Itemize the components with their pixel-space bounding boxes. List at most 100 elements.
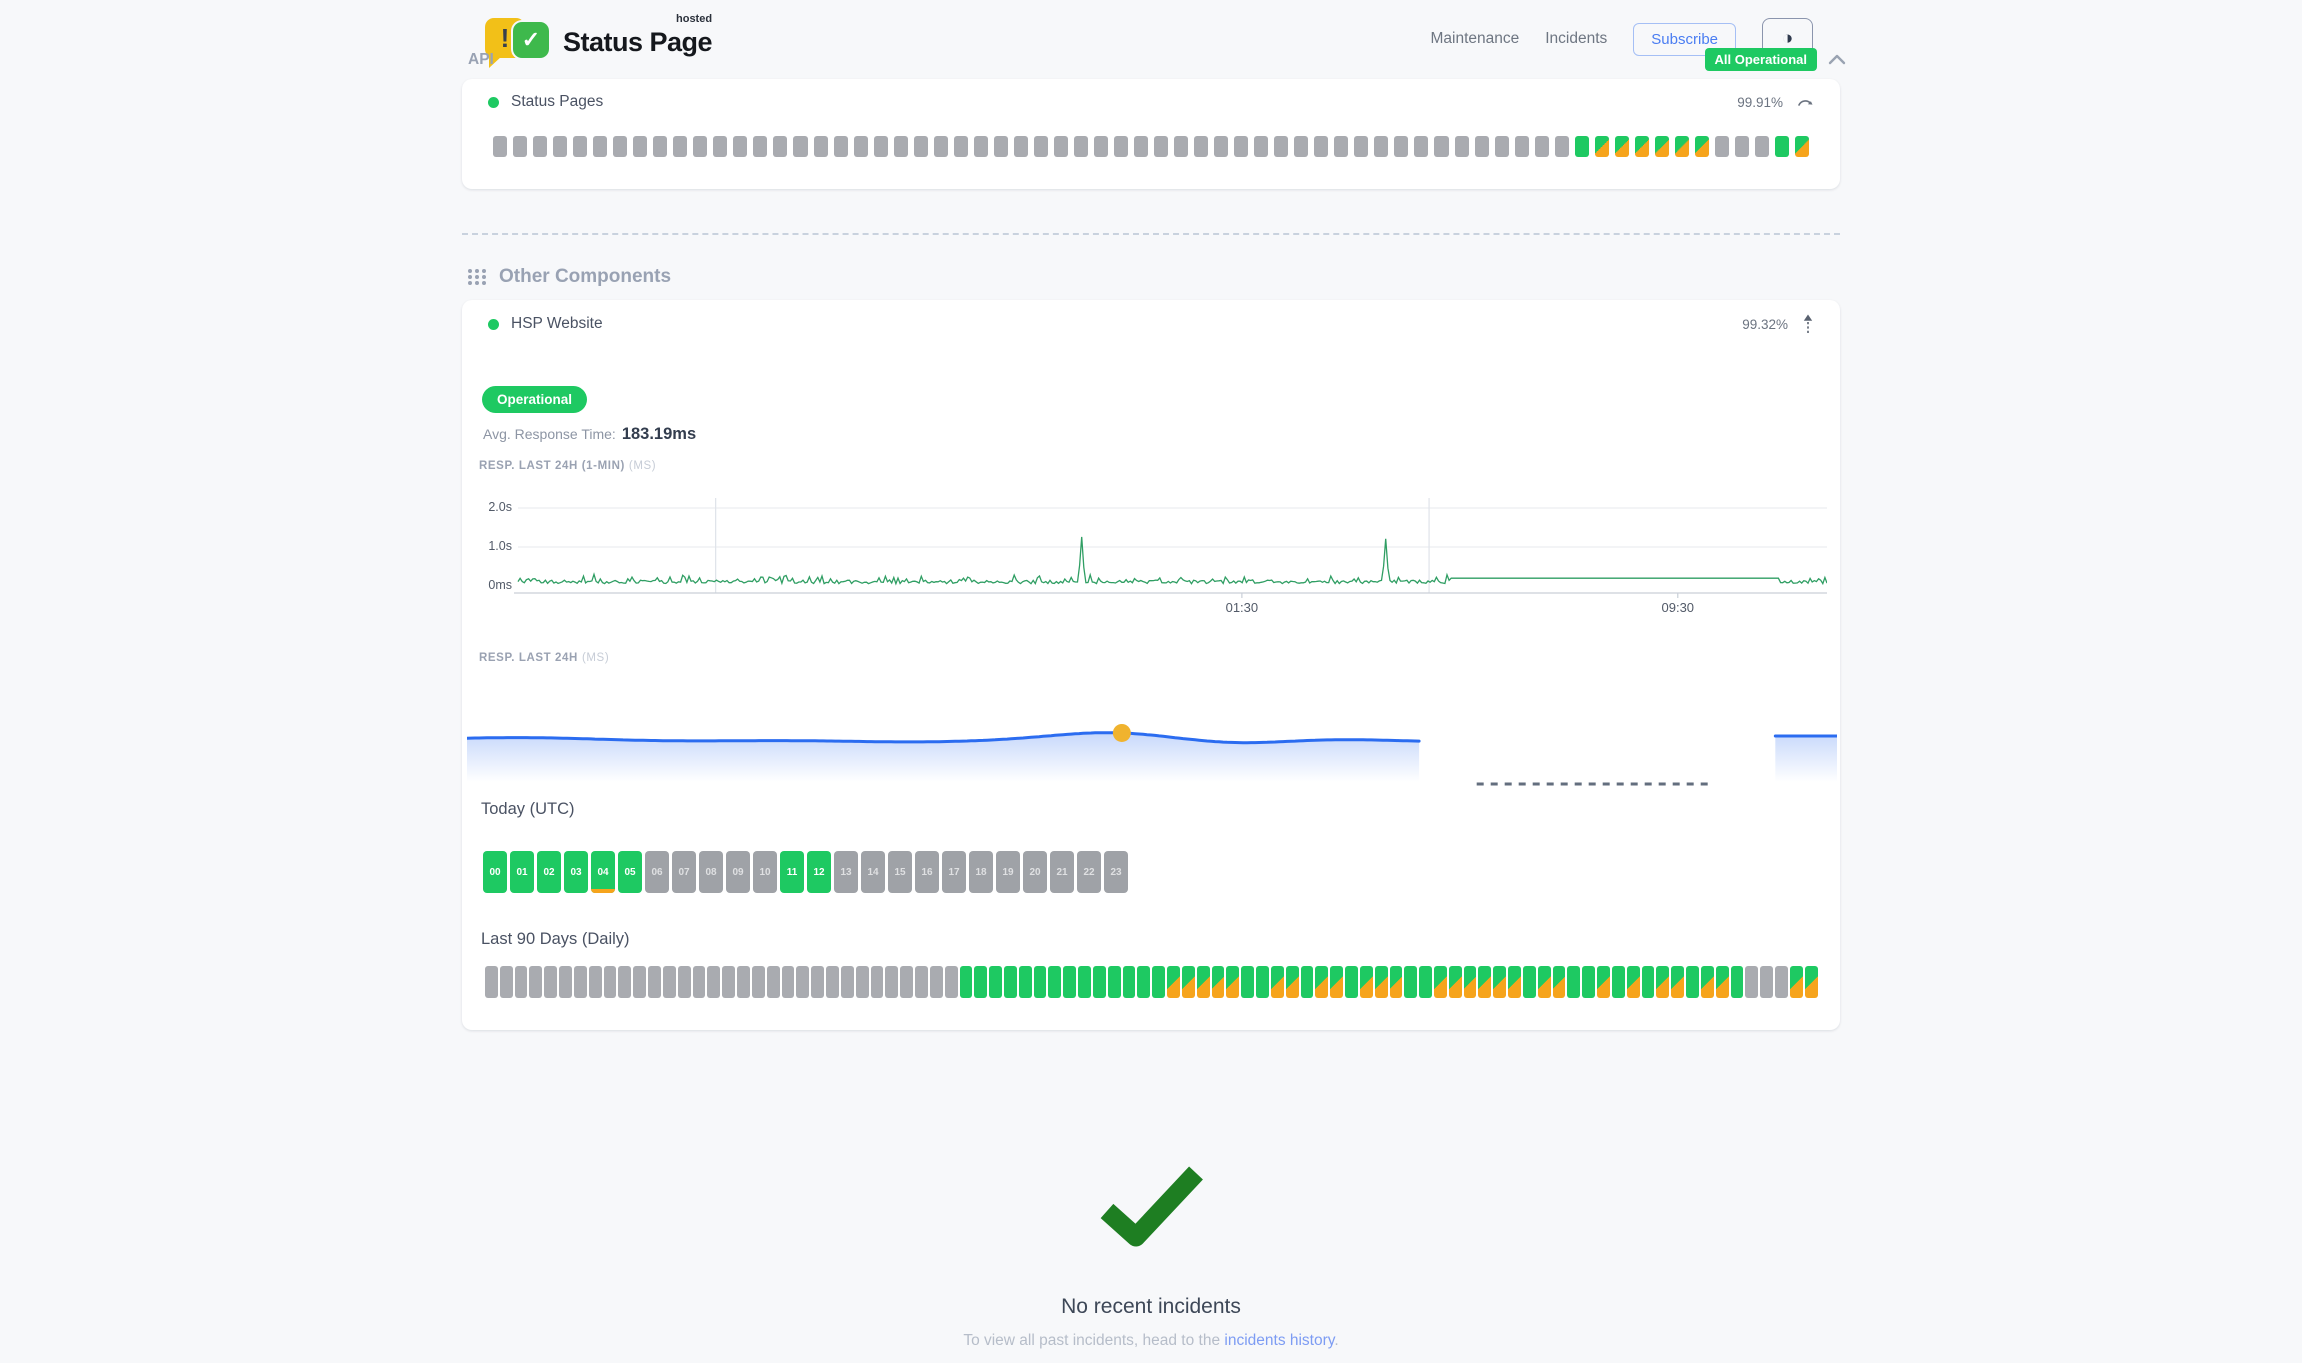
day-block[interactable]: [766, 966, 780, 998]
day-block[interactable]: [870, 966, 884, 998]
uptime-bar[interactable]: [1033, 136, 1048, 157]
hour-block[interactable]: 08: [699, 851, 723, 893]
uptime-bar[interactable]: [1454, 136, 1469, 157]
day-block[interactable]: [737, 966, 750, 998]
day-block[interactable]: [1686, 966, 1699, 998]
day-block[interactable]: [1715, 966, 1729, 998]
day-block[interactable]: [1285, 966, 1299, 998]
uptime-bar[interactable]: [753, 136, 768, 157]
uptime-bar[interactable]: [1734, 136, 1749, 157]
hour-block[interactable]: 21: [1050, 851, 1074, 893]
hour-block[interactable]: 18: [969, 851, 993, 893]
uptime-bar[interactable]: [1754, 136, 1769, 157]
nav-incidents[interactable]: Incidents: [1545, 30, 1608, 47]
day-block[interactable]: [1671, 966, 1685, 998]
uptime-bar[interactable]: [793, 136, 808, 157]
day-block[interactable]: [1345, 966, 1358, 998]
day-block[interactable]: [1122, 966, 1136, 998]
uptime-bar[interactable]: [513, 136, 528, 157]
uptime-bar[interactable]: [1554, 136, 1569, 157]
uptime-bar[interactable]: [653, 136, 668, 157]
uptime-bar[interactable]: [1013, 136, 1028, 157]
day-block[interactable]: [1522, 966, 1536, 998]
day-block[interactable]: [1478, 966, 1492, 998]
day-block[interactable]: [485, 966, 498, 998]
day-block[interactable]: [1315, 966, 1329, 998]
day-block[interactable]: [796, 966, 810, 998]
uptime-bar[interactable]: [1514, 136, 1529, 157]
hour-block[interactable]: 09: [726, 851, 750, 893]
day-block[interactable]: [915, 966, 928, 998]
uptime-bar[interactable]: [1113, 136, 1128, 157]
day-block[interactable]: [692, 966, 706, 998]
day-block[interactable]: [1167, 966, 1180, 998]
refresh-icon[interactable]: [1797, 96, 1814, 109]
uptime-bar[interactable]: [773, 136, 788, 157]
uptime-bar[interactable]: [593, 136, 608, 157]
day-block[interactable]: [885, 966, 899, 998]
uptime-bar[interactable]: [1694, 136, 1709, 157]
incidents-history-link[interactable]: incidents history: [1224, 1332, 1335, 1349]
response-time-area-chart[interactable]: [465, 696, 1839, 796]
hour-block[interactable]: 14: [861, 851, 885, 893]
uptime-bar[interactable]: [613, 136, 628, 157]
day-block[interactable]: [1270, 966, 1284, 998]
day-block[interactable]: [1641, 966, 1655, 998]
day-block[interactable]: [1448, 966, 1462, 998]
uptime-bar[interactable]: [1434, 136, 1449, 157]
day-block[interactable]: [1107, 966, 1121, 998]
day-block[interactable]: [900, 966, 914, 998]
uptime-bar[interactable]: [1674, 136, 1689, 157]
day-block[interactable]: [1092, 966, 1106, 998]
response-time-line-chart[interactable]: 0ms 1.0s 2.0s 01:30 09:30: [482, 496, 1827, 621]
hour-block[interactable]: 23: [1104, 851, 1128, 893]
uptime-bar[interactable]: [693, 136, 708, 157]
uptime-bar[interactable]: [1314, 136, 1329, 157]
hour-block[interactable]: 00: [483, 851, 507, 893]
uptime-bar[interactable]: [813, 136, 828, 157]
hour-block[interactable]: 02: [537, 851, 561, 893]
day-block[interactable]: [559, 966, 572, 998]
day-block[interactable]: [1003, 966, 1017, 998]
uptime-bar[interactable]: [573, 136, 588, 157]
uptime-bar[interactable]: [1334, 136, 1349, 157]
uptime-bar[interactable]: [1634, 136, 1649, 157]
hour-block[interactable]: 12: [807, 851, 831, 893]
day-block[interactable]: [1330, 966, 1344, 998]
uptime-bar[interactable]: [933, 136, 948, 157]
uptime-bar[interactable]: [1775, 136, 1790, 157]
uptime-bar[interactable]: [733, 136, 748, 157]
uptime-bar[interactable]: [833, 136, 848, 157]
day-block[interactable]: [1700, 966, 1714, 998]
day-block[interactable]: [529, 966, 543, 998]
uptime-bar[interactable]: [633, 136, 648, 157]
chevron-up-icon[interactable]: [1826, 52, 1848, 68]
day-block[interactable]: [1300, 966, 1314, 998]
uptime-bar[interactable]: [1274, 136, 1289, 157]
uptime-bar[interactable]: [1254, 136, 1269, 157]
day-block[interactable]: [603, 966, 617, 998]
day-block[interactable]: [751, 966, 765, 998]
uptime-bar[interactable]: [1594, 136, 1609, 157]
uptime-bar[interactable]: [493, 136, 508, 157]
uptime-bar[interactable]: [1474, 136, 1489, 157]
hour-block[interactable]: 13: [834, 851, 858, 893]
day-block[interactable]: [1597, 966, 1610, 998]
day-block[interactable]: [1196, 966, 1210, 998]
uptime-bar[interactable]: [1053, 136, 1068, 157]
uptime-bar[interactable]: [1394, 136, 1409, 157]
uptime-bar[interactable]: [1134, 136, 1149, 157]
hour-block[interactable]: 20: [1023, 851, 1047, 893]
day-block[interactable]: [1493, 966, 1507, 998]
hour-block[interactable]: 11: [780, 851, 804, 893]
day-block[interactable]: [959, 966, 973, 998]
day-block[interactable]: [1463, 966, 1477, 998]
uptime-bar[interactable]: [1073, 136, 1088, 157]
day-block[interactable]: [1181, 966, 1195, 998]
hour-block[interactable]: 03: [564, 851, 588, 893]
chart-marker-dot[interactable]: [1112, 723, 1131, 742]
uptime-bar[interactable]: [1234, 136, 1249, 157]
uptime-bar[interactable]: [1354, 136, 1369, 157]
hour-block[interactable]: 22: [1077, 851, 1101, 893]
day-block[interactable]: [1775, 966, 1788, 998]
